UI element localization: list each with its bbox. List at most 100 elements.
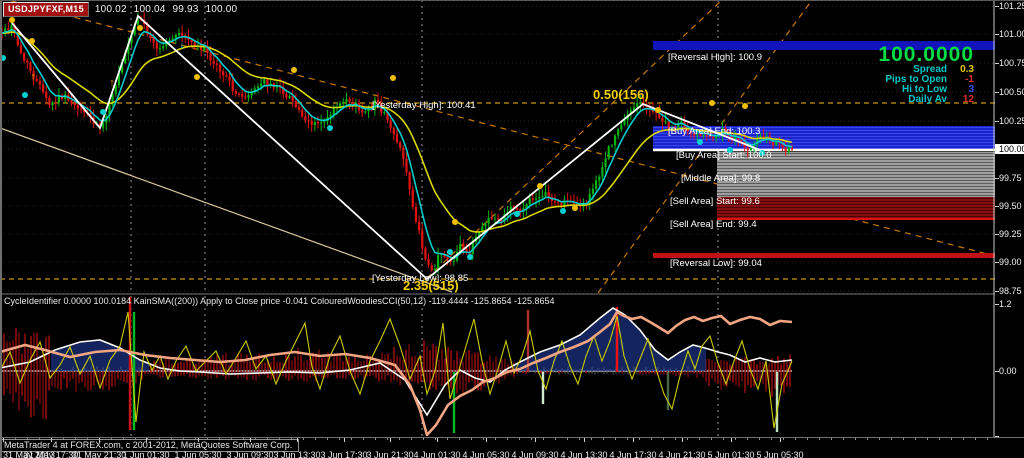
time-axis-label: 3 Jun 21:30 <box>366 450 414 458</box>
daily-av-value: 12 <box>962 94 974 105</box>
pips-to-open-label: Pips to Open <box>885 74 947 85</box>
indicator-subwindow-title: CycleIdentifier 0.0000 100.0184 KainSMA(… <box>4 296 555 306</box>
swing-low-dot <box>467 254 473 260</box>
chart-label: [Reversal Low]: 99.04 <box>670 258 762 269</box>
price-tick-label: 100.25 <box>999 116 1024 126</box>
time-axis-label: 31 May 17:30 <box>23 450 79 458</box>
hi-to-low-value: 3 <box>968 84 974 95</box>
symbol-timeframe-badge[interactable]: USDJPYFXF,M15 <box>3 2 89 17</box>
daily-av-row: Daily Av 12 <box>878 95 974 105</box>
trendline <box>0 127 453 293</box>
time-axis-label: 5 Jun 05:30 <box>756 450 804 458</box>
swing-low-dot <box>727 147 733 153</box>
price-tick-label: 100.50 <box>999 87 1024 97</box>
swing-high-dot <box>709 100 715 106</box>
cci-line <box>0 310 793 436</box>
up-arrow-icon: ↑ <box>30 71 36 83</box>
swing-high-dot <box>390 75 396 81</box>
reversal-high-band <box>653 41 995 50</box>
swing-high-dot <box>742 103 748 109</box>
swing-high-dot <box>29 38 35 44</box>
up-arrow-icon: ↑ <box>109 77 115 89</box>
swing-high-dot <box>291 67 297 73</box>
pips-to-open-row: Pips to Open -1 <box>878 75 974 85</box>
swing-high-dot <box>655 107 661 113</box>
price-tick-label: 98.75 <box>999 286 1022 296</box>
swing-low-dot <box>514 211 520 217</box>
chart-label: 2.35(515) <box>403 278 459 293</box>
indicator-tick-label: 1.2 <box>999 299 1012 309</box>
chart-canvas[interactable]: ↑ ↑ ↓ [Reversal High]: 100.9 [Yesterday High… <box>0 0 995 437</box>
chart-label: [Buy Area] End: 100.3 <box>668 126 760 137</box>
swing-high-dot <box>137 25 143 31</box>
chart-label: [Yesterday Low]: 98.85 <box>372 273 468 284</box>
chart-label: [Sell Area] End: 99.4 <box>670 219 757 230</box>
price-tick-label: 99.50 <box>999 201 1022 211</box>
current-price-tick: 100.00 <box>995 144 1024 154</box>
down-arrow-icon: ↓ <box>179 39 185 51</box>
reversal-low-band <box>653 253 995 258</box>
time-axis-label: 4 Jun 21:30 <box>658 450 706 458</box>
chart-label: [Buy Area] Start: 100.0 <box>676 150 772 161</box>
chart-label: [Reversal High]: 100.9 <box>668 52 762 63</box>
window-left-border <box>0 0 2 458</box>
price-axis[interactable]: 101.25 101.00 100.75 100.50 100.25 100.00 99.7… <box>995 0 1024 448</box>
swing-high-dot <box>194 74 200 80</box>
price-tick-label: 99.25 <box>999 229 1022 239</box>
swing-low-dot <box>22 92 28 98</box>
swing-low-dot <box>697 139 703 145</box>
ma-slow-line <box>1 31 793 233</box>
daily-av-label: Daily Av <box>908 94 947 105</box>
ohlc-readout: 100.02 100.04 99.93 100.00 <box>94 4 238 15</box>
indicator-tick-label: 0.00 <box>999 366 1017 376</box>
spread-label: Spread <box>913 64 947 75</box>
time-axis-label: 4 Jun 09:30 <box>511 450 559 458</box>
pips-to-open-value: -1 <box>965 74 974 85</box>
price-tick-label: 101.25 <box>999 1 1024 11</box>
window-top-border <box>0 0 1024 1</box>
kain-sma-line <box>0 307 793 417</box>
time-axis-label: 3 Jun 09:30 <box>226 450 274 458</box>
price-tick-label: 100.75 <box>999 58 1024 68</box>
price-tick-label: 99.75 <box>999 173 1022 183</box>
current-price-readout: 100.0000 <box>878 43 974 66</box>
time-axis-label: 4 Jun 01:30 <box>413 450 461 458</box>
price-tick-label: 101.00 <box>999 29 1024 39</box>
time-axis-label: 3 Jun 13:30 <box>273 450 321 458</box>
time-axis-label: 31 May 21:30 <box>71 450 127 458</box>
chart-label: [Yesterday High]: 100.41 <box>372 100 476 111</box>
chart-label: 0.50(156) <box>593 87 649 102</box>
swing-high-dot <box>537 183 543 189</box>
swing-high-dot <box>452 219 458 225</box>
time-axis-label: 5 Jun 01:30 <box>707 450 755 458</box>
spread-row: Spread 0.3 <box>878 65 974 75</box>
hi-to-low-label: Hi to Low <box>902 84 947 95</box>
indicator-subwindow <box>0 296 793 436</box>
swing-low-dot <box>100 109 106 115</box>
time-axis-label: 1 Jun 01:30 <box>122 450 170 458</box>
bottom-bar: MetaTrader 4 at FOREX.com, c 2001-2012, … <box>0 437 1024 458</box>
swing-low-dot <box>327 125 333 131</box>
hi-to-low-row: Hi to Low 3 <box>878 85 974 95</box>
time-axis-label: 3 Jun 17:30 <box>320 450 368 458</box>
swing-high-dot <box>9 17 15 23</box>
chart-label: [Sell Area] Start: 99.6 <box>670 196 760 207</box>
zigzag-line <box>11 14 761 281</box>
time-axis-label: 4 Jun 05:30 <box>462 450 510 458</box>
swing-low-dot <box>560 208 566 214</box>
main-chart-layer: ↑ ↑ ↓ [Reversal High]: 100.9 [Yesterday High… <box>0 0 995 293</box>
sell-end-line <box>717 218 995 220</box>
swing-high-dot <box>572 205 578 211</box>
time-axis-label: 4 Jun 13:30 <box>560 450 608 458</box>
chart-title-bar: USDJPYFXF,M15 100.02 100.04 99.93 100.00 <box>3 2 237 17</box>
spread-value: 0.3 <box>960 64 974 75</box>
chart-label: [Middle Area]: 99.8 <box>681 173 760 184</box>
ma-fast-line <box>1 28 793 260</box>
quote-info-panel: 100.0000 Spread 0.3 Pips to Open -1 Hi to … <box>878 44 974 105</box>
swing-low-dot <box>447 249 453 255</box>
swing-low-dot <box>759 150 765 156</box>
time-axis-label: 1 Jun 05:30 <box>174 450 222 458</box>
price-tick-label: 99.00 <box>999 257 1022 267</box>
time-axis-label: 31 May 2013 <box>3 450 56 458</box>
